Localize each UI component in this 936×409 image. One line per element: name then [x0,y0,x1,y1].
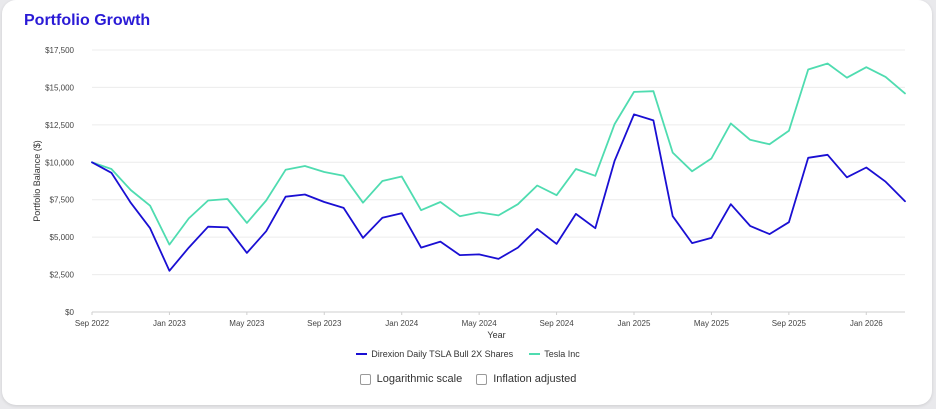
legend-swatch-series-1 [356,353,368,355]
inflation-adjusted-option[interactable]: Inflation adjusted [476,373,576,385]
y-tick-label: $0 [65,308,74,317]
legend-label-series-1: Direxion Daily TSLA Bull 2X Shares [371,349,514,359]
y-axis-title: Portfolio Balance ($) [32,140,42,222]
y-tick-label: $7,500 [50,196,75,205]
y-tick-label: $2,500 [50,271,75,280]
series-line-2 [91,62,906,246]
y-tick-label: $12,500 [45,121,74,130]
y-tick-label: $17,500 [45,46,74,55]
y-tick-label: $10,000 [45,158,74,167]
x-tick-label: Jan 2024 [385,319,418,328]
x-tick-label: May 2025 [694,319,730,328]
inflation-adjusted-checkbox[interactable] [476,373,488,385]
legend-item-series-2[interactable]: Tesla Inc [529,349,580,359]
x-tick-label: May 2023 [229,319,265,328]
legend-item-series-1[interactable]: Direxion Daily TSLA Bull 2X Shares [356,349,513,359]
chart-legend: Direxion Daily TSLA Bull 2X Shares Tesla… [0,349,936,359]
x-tick-label: May 2024 [462,319,498,328]
chart-options: Logarithmic scale Inflation adjusted [0,373,936,385]
y-tick-label: $5,000 [50,233,75,242]
x-axis-title: Year [487,330,505,340]
chart-title: Portfolio Growth [24,12,151,29]
x-tick-label: Jan 2023 [153,319,186,328]
logarithmic-scale-checkbox[interactable] [359,373,371,385]
inflation-adjusted-label: Inflation adjusted [493,373,577,385]
x-tick-label: Sep 2022 [75,319,110,328]
x-tick-label: Jan 2026 [850,319,883,328]
legend-swatch-series-2 [529,353,541,355]
x-tick-label: Sep 2023 [307,319,342,328]
x-tick-label: Sep 2025 [772,319,807,328]
x-tick-label: Jan 2025 [618,319,651,328]
legend-label-series-2: Tesla Inc [544,349,580,359]
portfolio-chart: $0 $2,500 $5,000 $7,500 $10,000 $12,500 $15,00… [32,46,906,340]
x-tick-label: Sep 2024 [539,319,574,328]
y-tick-label: $15,000 [45,83,74,92]
series-line-1 [91,113,906,272]
logarithmic-scale-label: Logarithmic scale [376,373,463,385]
logarithmic-scale-option[interactable]: Logarithmic scale [359,373,463,385]
